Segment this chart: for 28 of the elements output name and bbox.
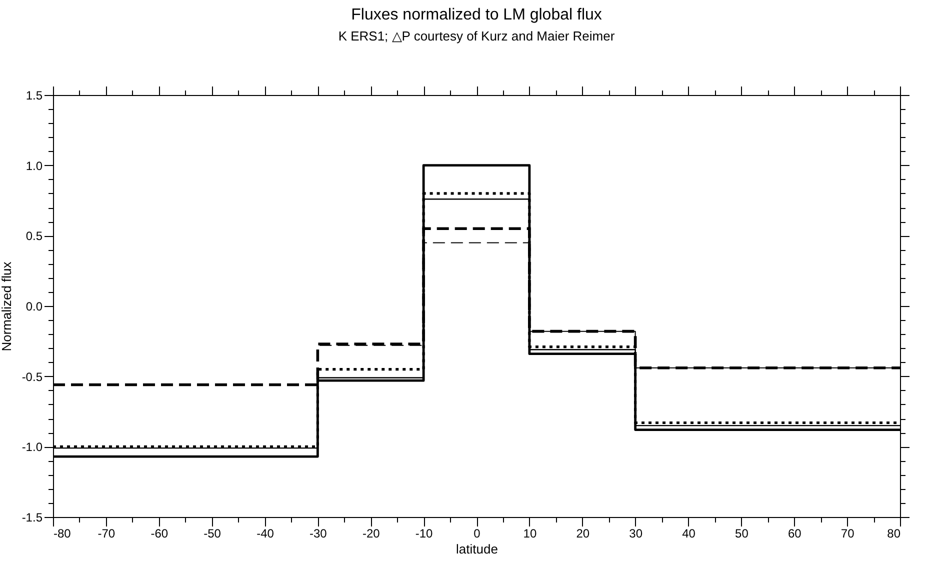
y-tick-label: -1.0 xyxy=(22,440,43,454)
x-tick-label: -20 xyxy=(362,526,380,540)
y-tick-label: 1.5 xyxy=(26,88,43,102)
y-tick-label: 1.0 xyxy=(26,158,43,173)
x-tick-label: 80 xyxy=(887,526,901,540)
x-tick-label: -70 xyxy=(98,526,116,540)
x-tick-label: 70 xyxy=(840,526,855,540)
x-tick-label: 50 xyxy=(735,526,749,540)
x-tick-label: -40 xyxy=(256,526,274,540)
y-tick-label: -0.5 xyxy=(22,370,43,384)
x-tick-label: -80 xyxy=(54,526,72,540)
x-tick-label: 0 xyxy=(474,526,481,540)
x-tick-label: 20 xyxy=(576,526,590,540)
y-tick-label: 0.0 xyxy=(26,300,43,314)
x-tick-label: -50 xyxy=(204,526,222,540)
chart-title: Fluxes normalized to LM global flux xyxy=(351,6,602,24)
x-tick-label: 10 xyxy=(523,526,537,540)
x-axis-title: latitude xyxy=(456,542,498,556)
y-tick-label: 0.5 xyxy=(26,229,43,244)
x-tick-label: 40 xyxy=(682,526,696,540)
x-tick-label: 30 xyxy=(629,526,643,540)
x-tick-label: -60 xyxy=(150,526,168,540)
x-tick-label: -30 xyxy=(310,526,328,540)
chart-subtitle: K ERS1; △P courtesy of Kurz and Maier Reimer xyxy=(338,28,616,44)
x-tick-label: 60 xyxy=(788,526,802,540)
y-tick-label: -1.5 xyxy=(22,510,43,524)
x-tick-label: -10 xyxy=(415,526,434,540)
y-axis-title: Normalized flux xyxy=(0,261,14,352)
